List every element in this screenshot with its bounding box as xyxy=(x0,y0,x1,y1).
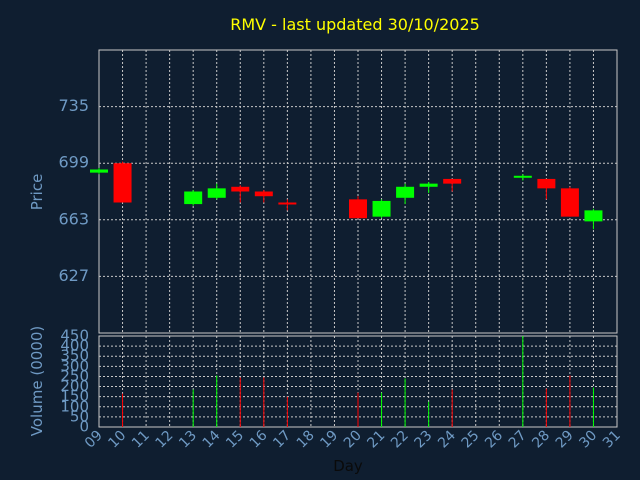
volume-tick-label: 350 xyxy=(60,347,89,365)
candle-body xyxy=(537,178,556,189)
candle-body xyxy=(113,163,132,203)
x-tick-label: 31 xyxy=(600,428,624,452)
candle-body xyxy=(184,191,203,205)
x-tick-label: 17 xyxy=(270,428,294,452)
price-tick-label: 735 xyxy=(58,96,89,115)
candle-body xyxy=(443,178,462,184)
x-tick-label: 26 xyxy=(482,427,506,451)
x-tick-label: 22 xyxy=(388,428,412,452)
volume-tick-label: 200 xyxy=(60,377,89,395)
volume-tick-label: 300 xyxy=(60,357,89,375)
x-tick-label: 23 xyxy=(412,428,436,452)
candle-body xyxy=(349,199,367,219)
candle-body xyxy=(584,210,603,222)
x-tick-label: 19 xyxy=(317,428,341,452)
candle-body xyxy=(396,186,415,198)
candle-body xyxy=(254,191,273,197)
candle-body xyxy=(372,200,391,217)
x-tick-label: 15 xyxy=(223,428,247,452)
x-tick-label: 27 xyxy=(506,428,530,452)
candle-body xyxy=(278,202,297,205)
volume-tick-label: 100 xyxy=(60,397,89,415)
x-tick-label: 29 xyxy=(553,428,577,452)
price-frame xyxy=(98,49,618,334)
price-tick-label: 663 xyxy=(58,209,89,228)
x-tick-label: 20 xyxy=(341,428,365,452)
x-tick-label: 16 xyxy=(247,427,271,451)
price-axis-label: Price xyxy=(28,174,46,211)
volume-tick-label: 250 xyxy=(60,367,89,385)
x-tick-label: 11 xyxy=(129,428,153,452)
candle-body xyxy=(513,175,532,178)
x-tick-label: 28 xyxy=(529,428,553,452)
volume-tick-label: 400 xyxy=(60,337,89,355)
x-tick-label: 10 xyxy=(105,428,129,452)
candle-body xyxy=(419,183,438,187)
price-tick-label: 699 xyxy=(58,153,89,172)
x-tick-label: 30 xyxy=(576,428,600,452)
volume-tick-label: 0 xyxy=(79,418,89,436)
volume-tick-label: 50 xyxy=(70,407,89,425)
volume-tick-label: 450 xyxy=(60,327,89,345)
candle-body xyxy=(560,188,579,217)
x-tick-label: 14 xyxy=(200,427,224,451)
x-tick-label: 21 xyxy=(364,428,388,452)
x-axis: 09 10 11 12 13 14 15 16 17 18 19 20 21 22 23 24 25 26 27 28… xyxy=(82,427,624,451)
volume-tick-label: 150 xyxy=(60,387,89,405)
x-axis-label: Day xyxy=(333,457,363,475)
price-tick-label: 627 xyxy=(58,266,89,285)
x-tick-label: 18 xyxy=(294,428,318,452)
volume-axis-label: Volume (0000) xyxy=(28,326,46,436)
x-tick-label: 25 xyxy=(459,428,483,452)
candle-body xyxy=(90,169,108,173)
x-tick-label: 13 xyxy=(176,428,200,452)
candle-body xyxy=(207,188,226,198)
x-tick-label: 12 xyxy=(153,428,177,452)
x-tick-label: 24 xyxy=(435,427,459,451)
candle-body xyxy=(231,186,250,192)
price-panel: 627 663 699 735 xyxy=(58,49,618,334)
chart-title: RMV - last updated 30/10/2025 xyxy=(230,15,480,34)
